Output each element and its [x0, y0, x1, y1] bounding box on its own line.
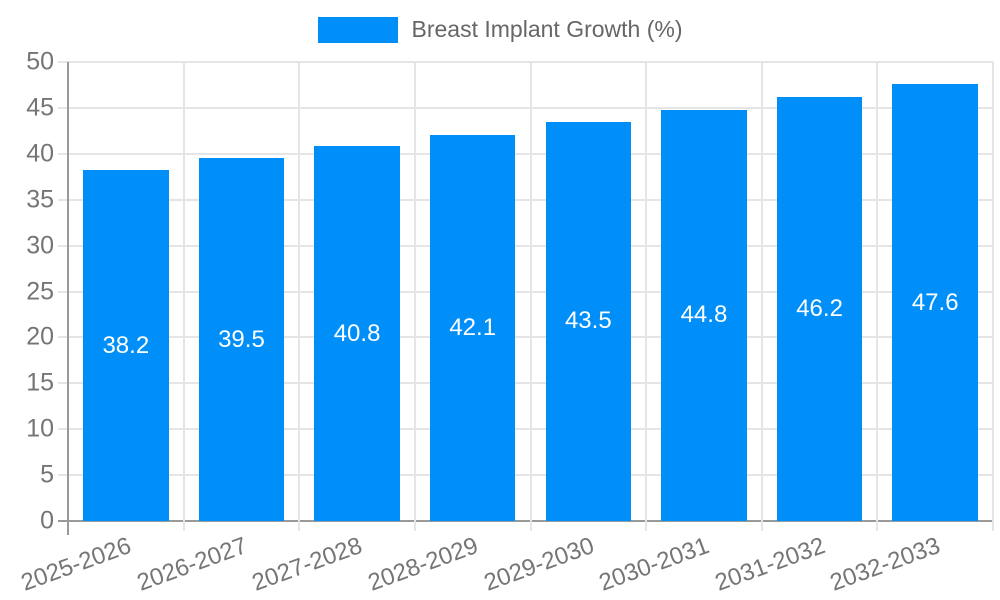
plot-area: 0 5 10 15 20 25 30 35 40 45 50 38.2 2025-2026 39.5 202… — [18, 49, 994, 597]
y-tick-label: 40 — [26, 139, 54, 168]
x-gridline — [645, 62, 648, 531]
y-gridline — [58, 474, 993, 477]
y-tick-label: 50 — [26, 47, 54, 76]
x-tick-label: 2025-2026 — [17, 532, 135, 597]
x-gridline — [876, 62, 879, 531]
y-gridline — [58, 198, 993, 201]
y-tick-label: 30 — [26, 231, 54, 260]
bar-value-label: 46.2 — [796, 294, 843, 322]
bar-value-label: 40.8 — [333, 319, 381, 347]
y-tick-label: 35 — [26, 185, 54, 214]
y-gridline — [58, 61, 993, 63]
bar[interactable]: 39.5 — [198, 158, 285, 521]
legend-swatch[interactable] — [317, 16, 398, 43]
y-tick-label: 45 — [26, 93, 54, 122]
x-gridline — [413, 62, 416, 531]
bar[interactable]: 40.8 — [314, 146, 400, 521]
bar-value-label: 38.2 — [102, 331, 150, 359]
bar[interactable]: 38.2 — [83, 170, 169, 521]
bar-value-label: 43.5 — [564, 307, 612, 335]
bar-value-label: 42.1 — [449, 313, 497, 341]
y-tick-label: 10 — [26, 414, 54, 443]
x-tick-label: 2026-2027 — [133, 532, 251, 597]
bar[interactable]: 43.5 — [545, 121, 632, 521]
y-gridline — [58, 336, 993, 339]
y-gridline — [58, 290, 993, 293]
x-gridline — [760, 62, 763, 531]
x-axis-line — [58, 520, 993, 522]
x-tick-label: 2029-2030 — [480, 532, 598, 597]
x-gridline — [182, 62, 185, 531]
legend[interactable]: Breast Implant Growth (%) — [0, 16, 1000, 43]
bar[interactable]: 44.8 — [661, 109, 747, 521]
bar[interactable]: 46.2 — [776, 96, 863, 521]
bar-value-label: 39.5 — [218, 325, 265, 353]
y-gridline — [58, 382, 993, 385]
bar[interactable]: 42.1 — [429, 134, 516, 521]
y-axis-line — [67, 62, 69, 535]
y-gridline — [58, 428, 993, 431]
y-tick-label: 0 — [40, 506, 54, 535]
y-gridline — [58, 152, 993, 155]
x-tick-label: 2030-2031 — [595, 532, 713, 597]
bar-value-label: 44.8 — [680, 301, 728, 329]
x-gridline — [298, 62, 301, 531]
y-tick-label: 15 — [26, 368, 54, 397]
x-tick-label: 2027-2028 — [248, 532, 366, 597]
x-tick-label: 2028-2029 — [364, 532, 482, 597]
y-gridline — [58, 244, 993, 247]
x-tick-label: 2031-2032 — [711, 532, 829, 597]
y-tick-label: 25 — [26, 277, 54, 305]
y-tick-label: 20 — [26, 322, 54, 351]
bar[interactable]: 47.6 — [892, 84, 978, 521]
bar-value-label: 47.6 — [911, 288, 959, 316]
x-gridline — [992, 62, 994, 531]
y-tick-label: 5 — [40, 460, 54, 489]
x-tick-label: 2032-2033 — [826, 532, 945, 597]
y-gridline — [58, 106, 993, 109]
legend-label: Breast Implant Growth (%) — [411, 16, 683, 42]
x-gridline — [529, 62, 532, 531]
